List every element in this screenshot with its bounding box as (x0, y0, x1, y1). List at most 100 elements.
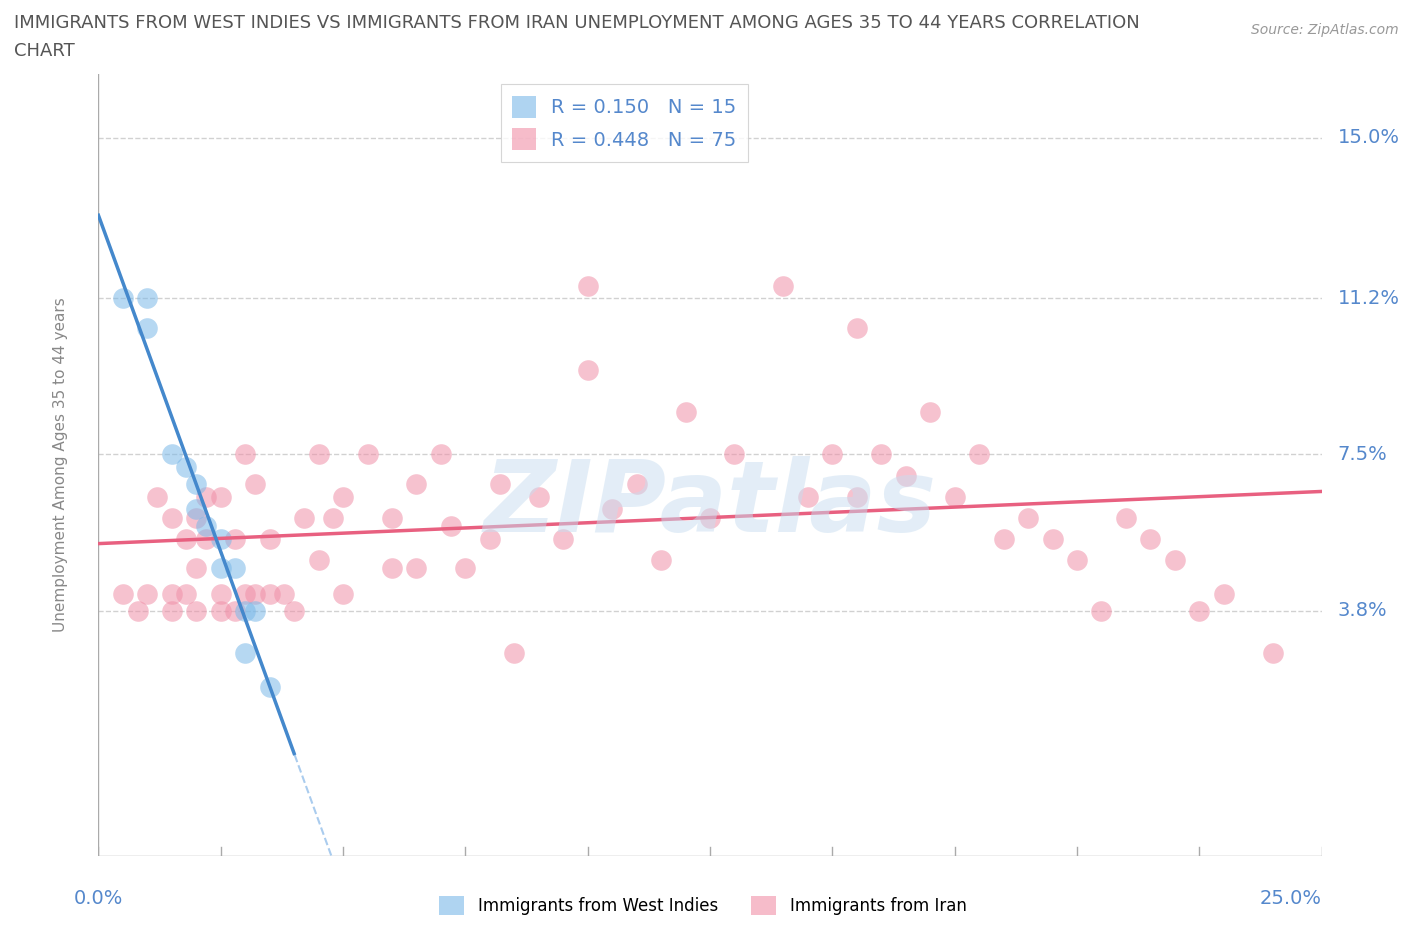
Point (454, 561, 477, 576)
Point (600, 502, 623, 517)
Point (127, 604, 149, 618)
Point (920, 405, 942, 419)
Point (224, 604, 246, 618)
Point (1261, 645, 1284, 660)
Text: IMMIGRANTS FROM WEST INDIES VS IMMIGRANTS FROM IRAN UNEMPLOYMENT AMONG AGES 35 T: IMMIGRANTS FROM WEST INDIES VS IMMIGRANT… (14, 14, 1140, 32)
Point (209, 489, 232, 504)
Point (1164, 552, 1187, 567)
Point (195, 489, 218, 504)
Point (405, 561, 427, 576)
Point (821, 447, 844, 462)
Point (870, 447, 893, 462)
Point (186, 502, 208, 517)
Point (845, 320, 868, 335)
Point (845, 489, 868, 504)
Point (209, 604, 232, 618)
Point (176, 586, 198, 601)
Point (111, 586, 134, 601)
Point (186, 511, 208, 525)
Point (699, 511, 721, 525)
Point (332, 586, 354, 601)
Point (160, 604, 183, 618)
Point (772, 278, 794, 293)
Text: 0.0%: 0.0% (75, 889, 124, 909)
Point (723, 447, 745, 462)
Point (440, 519, 463, 534)
Text: 7.5%: 7.5% (1337, 445, 1388, 464)
Point (259, 531, 281, 546)
Point (894, 468, 917, 483)
Point (233, 447, 256, 462)
Point (273, 586, 295, 601)
Point (356, 447, 378, 462)
Point (292, 511, 315, 525)
Point (195, 519, 218, 534)
Point (160, 447, 183, 462)
Point (195, 531, 218, 546)
Point (243, 586, 266, 601)
Point (233, 586, 256, 601)
Point (224, 561, 246, 576)
Point (308, 447, 330, 462)
Point (405, 476, 427, 491)
Point (967, 447, 990, 462)
Point (136, 291, 159, 306)
Point (186, 561, 208, 576)
Point (576, 278, 599, 293)
Text: Source: ZipAtlas.com: Source: ZipAtlas.com (1251, 23, 1399, 37)
Point (243, 476, 266, 491)
Point (308, 552, 330, 567)
Point (224, 531, 246, 546)
Point (332, 489, 354, 504)
Point (243, 604, 266, 618)
Point (136, 320, 159, 335)
Point (186, 476, 208, 491)
Point (176, 459, 198, 474)
Point (675, 405, 697, 419)
Point (626, 476, 648, 491)
Point (478, 531, 501, 546)
Point (381, 511, 404, 525)
Text: 3.8%: 3.8% (1337, 601, 1388, 620)
Point (209, 531, 232, 546)
Point (186, 604, 208, 618)
Point (160, 511, 183, 525)
Point (146, 489, 169, 504)
Text: ZIPatlas: ZIPatlas (484, 456, 936, 552)
Point (209, 561, 232, 576)
Point (553, 531, 575, 546)
Point (488, 476, 510, 491)
Point (233, 645, 256, 660)
Point (381, 561, 404, 576)
Text: 25.0%: 25.0% (1260, 889, 1322, 909)
Point (943, 489, 966, 504)
Point (430, 447, 453, 462)
Point (259, 586, 281, 601)
Point (233, 604, 256, 618)
Point (259, 679, 281, 694)
Point (209, 586, 232, 601)
Point (1115, 511, 1137, 525)
Point (1042, 531, 1064, 546)
Point (1188, 604, 1211, 618)
Text: 15.0%: 15.0% (1337, 128, 1399, 147)
Point (527, 489, 550, 504)
Point (503, 645, 526, 660)
Point (650, 552, 672, 567)
Point (1066, 552, 1088, 567)
Point (283, 604, 305, 618)
Point (1090, 604, 1112, 618)
Point (1139, 531, 1161, 546)
Point (993, 531, 1015, 546)
Point (111, 291, 134, 306)
Legend: R = 0.150   N = 15, R = 0.448   N = 75: R = 0.150 N = 15, R = 0.448 N = 75 (501, 84, 748, 162)
Point (160, 586, 183, 601)
Legend: Immigrants from West Indies, Immigrants from Iran: Immigrants from West Indies, Immigrants … (433, 889, 973, 922)
Text: CHART: CHART (14, 42, 75, 60)
Text: Unemployment Among Ages 35 to 44 years: Unemployment Among Ages 35 to 44 years (53, 298, 67, 632)
Point (176, 531, 198, 546)
Point (322, 511, 344, 525)
Point (576, 363, 599, 378)
Point (136, 586, 159, 601)
Text: 11.2%: 11.2% (1337, 288, 1399, 308)
